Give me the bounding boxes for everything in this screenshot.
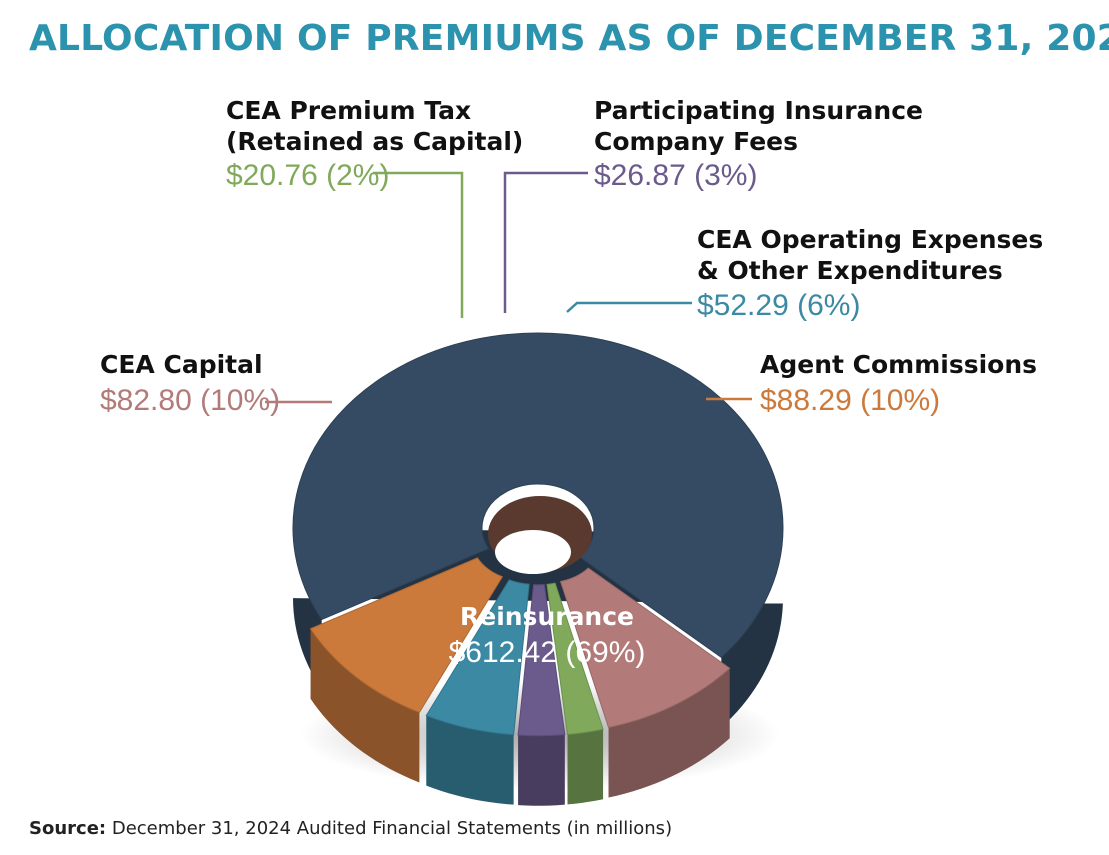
- pie-wall-2: [567, 729, 604, 805]
- capital-value: $82.80 (10%): [100, 384, 280, 417]
- source-note: Source: December 31, 2024 Audited Financ…: [29, 818, 672, 839]
- pie-hole: [495, 530, 571, 574]
- insurance-fees-label-line1: Participating Insurance: [594, 96, 923, 125]
- leader-insurance-fees: [503, 171, 588, 313]
- commissions-value: $88.29 (10%): [760, 384, 940, 417]
- reinsurance-label: Reinsurance: [460, 602, 634, 631]
- pie-slice-cea-premium-tax-retained-as-capital-: [546, 582, 604, 735]
- pie-wall-1: [608, 668, 730, 798]
- premium-tax-label-line2: (Retained as Capital): [226, 127, 523, 156]
- leader-premium-tax: [373, 171, 464, 318]
- operating-value: $52.29 (6%): [697, 289, 860, 322]
- source-label: Source:: [29, 818, 107, 839]
- leader-operating: [566, 301, 692, 313]
- pie-slice-cea-operating-expenses-other-expenditures: [425, 579, 530, 736]
- pie-slice-agent-commissions: [309, 557, 504, 714]
- pie-slice-cea-capital: [559, 567, 731, 729]
- chart-title: ALLOCATION OF PREMIUMS AS OF DECEMBER 31…: [29, 18, 1109, 59]
- premium-tax-label-line1: CEA Premium Tax: [226, 96, 471, 125]
- pie-wall-5: [310, 628, 420, 783]
- premium-tax-value: $20.76 (2%): [226, 159, 389, 192]
- pie-wall-3: [518, 734, 565, 806]
- reinsurance-value: $612.42 (69%): [449, 636, 646, 669]
- operating-label-line2: & Other Expenditures: [697, 256, 1003, 285]
- pie-slice-participating-insurance-company-fees: [517, 584, 566, 737]
- insurance-fees-value: $26.87 (3%): [594, 159, 757, 192]
- pie-slices: [292, 332, 784, 806]
- commissions-label: Agent Commissions: [760, 350, 1037, 379]
- operating-label-line1: CEA Operating Expenses: [697, 225, 1043, 254]
- insurance-fees-label-line2: Company Fees: [594, 127, 798, 156]
- pie-wall-4: [426, 715, 514, 805]
- source-text: December 31, 2024 Audited Financial Stat…: [111, 818, 673, 839]
- capital-label: CEA Capital: [100, 350, 263, 379]
- pie-slice-reinsurance: [292, 332, 784, 659]
